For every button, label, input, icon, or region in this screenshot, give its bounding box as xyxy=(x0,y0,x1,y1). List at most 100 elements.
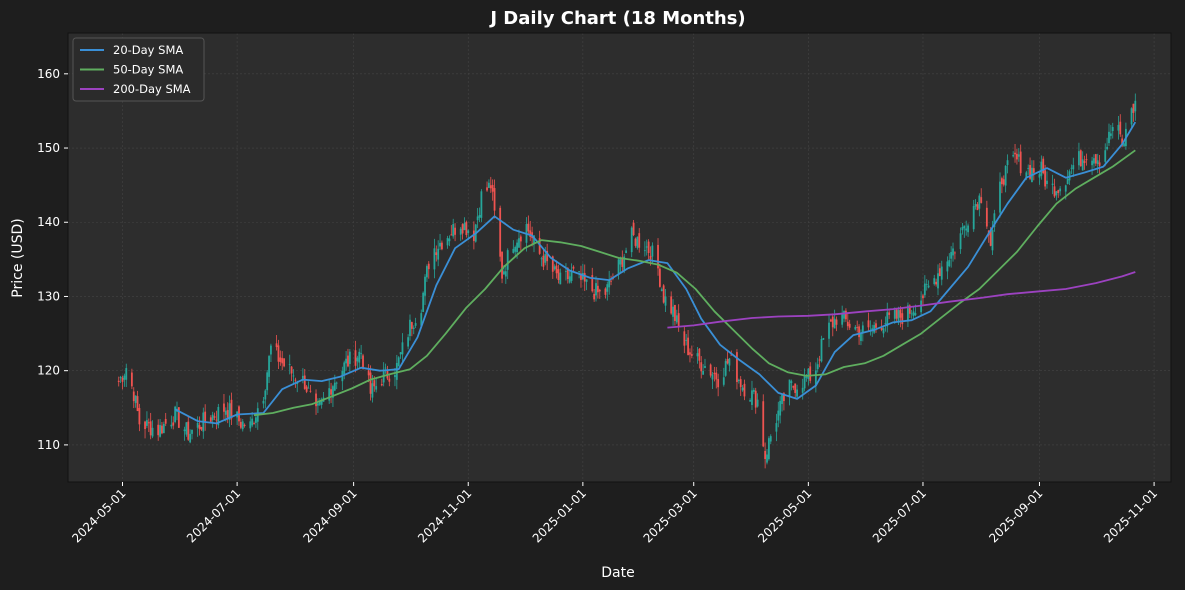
candle-up xyxy=(399,352,402,355)
candle-up xyxy=(1027,168,1030,169)
candle-down xyxy=(976,204,979,211)
candle-down xyxy=(899,309,902,318)
candle-up xyxy=(123,375,126,380)
candle-up xyxy=(544,254,547,263)
candle-up xyxy=(585,279,588,282)
candle-down xyxy=(647,241,650,254)
candle-down xyxy=(213,416,216,418)
candle-up xyxy=(775,423,778,432)
candle-down xyxy=(572,266,575,269)
candle-down xyxy=(198,425,201,430)
candle-up xyxy=(412,327,415,329)
candle-up xyxy=(516,242,518,253)
candle-up xyxy=(241,421,244,430)
candle-down xyxy=(309,390,312,392)
candle-down xyxy=(687,337,689,356)
candle-down xyxy=(1121,138,1124,146)
candle-up xyxy=(741,387,744,391)
candle-up xyxy=(619,258,622,265)
candle-up xyxy=(270,345,272,355)
candle-down xyxy=(519,236,522,242)
candle-down xyxy=(1085,159,1088,161)
candle-up xyxy=(568,276,571,283)
candle-up xyxy=(999,181,1001,213)
candle-down xyxy=(354,350,357,366)
candle-up xyxy=(756,399,759,407)
candle-up xyxy=(439,242,441,247)
candle-down xyxy=(895,309,898,319)
candle-down xyxy=(829,319,832,322)
candle-up xyxy=(737,379,740,382)
candle-down xyxy=(856,327,859,328)
candle-up xyxy=(803,375,806,389)
candle-up xyxy=(1130,108,1133,125)
candle-up xyxy=(371,383,374,398)
candle-down xyxy=(739,379,742,388)
candle-down xyxy=(275,343,278,348)
candle-up xyxy=(185,422,188,435)
candle-down xyxy=(557,269,560,280)
candle-up xyxy=(559,272,562,285)
candle-down xyxy=(689,352,691,355)
candle-up xyxy=(702,370,705,375)
candle-up xyxy=(946,261,949,272)
candle-up xyxy=(317,403,319,406)
candle-up xyxy=(424,276,426,296)
candle-up xyxy=(907,305,909,322)
candle-up xyxy=(1078,151,1080,166)
candle-down xyxy=(362,355,364,369)
candle-down xyxy=(1119,121,1122,135)
candle-down xyxy=(698,348,701,361)
candle-down xyxy=(204,411,207,422)
candle-up xyxy=(861,325,864,334)
candle-up xyxy=(749,400,751,402)
y-tick-label: 130 xyxy=(37,289,60,303)
candle-down xyxy=(239,421,242,428)
candle-up xyxy=(820,339,823,362)
candle-down xyxy=(290,366,293,374)
candle-up xyxy=(255,417,257,423)
candle-up xyxy=(348,351,351,364)
candle-up xyxy=(320,399,323,405)
candle-up xyxy=(873,325,876,333)
candle-down xyxy=(1014,152,1016,155)
candle-up xyxy=(978,195,981,209)
candle-up xyxy=(1106,146,1109,150)
sma20-line xyxy=(174,121,1137,425)
candle-down xyxy=(726,359,729,364)
candle-up xyxy=(833,318,836,329)
candle-up xyxy=(595,283,597,296)
candle-down xyxy=(138,408,141,425)
candle-up xyxy=(433,248,436,270)
candle-up xyxy=(264,390,267,400)
candle-up xyxy=(1123,143,1125,147)
candle-up xyxy=(1081,159,1084,171)
legend: 20-Day SMA 50-Day SMA 200-Day SMA xyxy=(72,37,205,102)
candle-up xyxy=(854,326,857,330)
candle-down xyxy=(888,312,891,315)
candle-down xyxy=(147,422,150,424)
candle-down xyxy=(546,250,549,262)
candle-up xyxy=(882,328,885,334)
candle-down xyxy=(1032,168,1035,173)
candle-up xyxy=(384,367,387,369)
candle-down xyxy=(717,379,720,388)
candle-up xyxy=(651,245,654,257)
candle-up xyxy=(170,424,173,427)
candle-up xyxy=(1025,172,1028,179)
candle-up xyxy=(623,256,626,272)
candle-down xyxy=(461,224,464,234)
candle-up xyxy=(643,250,646,252)
candle-up xyxy=(912,311,915,316)
candle-up xyxy=(414,323,417,326)
candle-down xyxy=(305,386,308,392)
candle-down xyxy=(809,366,812,381)
candle-down xyxy=(875,323,877,328)
candle-up xyxy=(288,364,291,365)
candle-up xyxy=(159,425,161,437)
candle-down xyxy=(149,421,152,436)
candle-up xyxy=(570,271,573,281)
candle-down xyxy=(980,197,983,203)
candle-up xyxy=(251,418,254,426)
candle-down xyxy=(209,417,212,422)
